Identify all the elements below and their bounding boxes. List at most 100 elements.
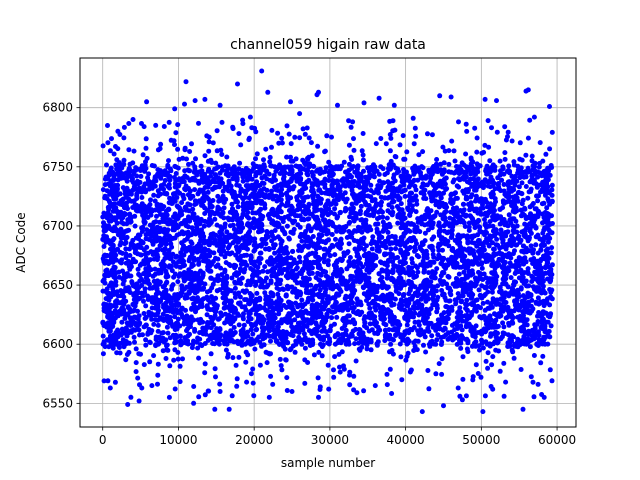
- data-point: [256, 208, 262, 214]
- data-point: [480, 345, 486, 351]
- data-point: [497, 368, 503, 374]
- data-point: [117, 350, 123, 356]
- data-point: [406, 178, 412, 184]
- data-point: [520, 293, 526, 299]
- data-point: [518, 367, 524, 372]
- data-point: [422, 278, 428, 284]
- data-point: [483, 358, 489, 364]
- data-point: [220, 188, 226, 194]
- data-point: [275, 188, 281, 193]
- data-point: [245, 278, 251, 284]
- data-point: [423, 349, 429, 355]
- data-point: [175, 146, 181, 152]
- data-point: [425, 325, 431, 331]
- data-point: [533, 169, 539, 174]
- data-point: [314, 201, 320, 207]
- data-point: [359, 148, 365, 154]
- data-point: [269, 233, 275, 239]
- data-point: [136, 313, 142, 319]
- data-point: [139, 195, 145, 200]
- data-point: [196, 355, 202, 361]
- data-point: [464, 128, 470, 134]
- data-point: [229, 275, 235, 281]
- data-point: [299, 313, 305, 319]
- data-point: [244, 252, 250, 258]
- data-point: [311, 292, 316, 298]
- data-point: [533, 234, 539, 240]
- data-point: [284, 388, 290, 393]
- data-point: [358, 203, 364, 209]
- data-point: [107, 148, 113, 154]
- data-point: [527, 310, 533, 316]
- data-point: [172, 314, 178, 320]
- data-point: [507, 168, 513, 174]
- data-point: [166, 207, 172, 213]
- data-point: [132, 339, 137, 345]
- data-point: [260, 336, 266, 342]
- data-point: [518, 286, 524, 292]
- data-point: [173, 130, 179, 136]
- data-point: [454, 183, 460, 189]
- data-point: [469, 310, 475, 316]
- data-point: [275, 130, 281, 136]
- data-point: [137, 332, 142, 338]
- data-point: [236, 131, 242, 137]
- data-point: [530, 379, 536, 385]
- data-point: [520, 274, 526, 280]
- data-point: [346, 142, 352, 148]
- data-point: [439, 371, 445, 377]
- data-point: [383, 244, 389, 250]
- data-point: [441, 190, 446, 196]
- data-point: [184, 156, 189, 162]
- data-point: [335, 214, 341, 220]
- data-point: [316, 349, 322, 355]
- data-point: [100, 187, 106, 193]
- data-point: [465, 338, 471, 344]
- data-point: [431, 259, 437, 265]
- data-point: [163, 356, 169, 361]
- data-point: [261, 342, 267, 348]
- data-point: [142, 219, 148, 225]
- data-point: [477, 347, 482, 353]
- data-point: [375, 330, 381, 336]
- data-point: [517, 239, 523, 245]
- data-point: [419, 240, 425, 246]
- data-point: [284, 375, 290, 381]
- data-point: [309, 169, 315, 175]
- data-point: [346, 220, 352, 226]
- data-point: [186, 161, 191, 167]
- data-point: [474, 149, 480, 155]
- data-point: [206, 139, 212, 145]
- data-point: [535, 313, 540, 319]
- data-point: [408, 310, 414, 315]
- data-point: [496, 184, 502, 190]
- data-point: [286, 236, 292, 242]
- data-point: [315, 143, 321, 149]
- data-point: [398, 201, 404, 207]
- data-point: [177, 264, 183, 270]
- data-point: [426, 270, 432, 276]
- data-point: [236, 290, 242, 296]
- data-point: [153, 291, 159, 297]
- data-point: [148, 212, 154, 218]
- data-point: [139, 121, 144, 126]
- data-point: [344, 320, 350, 325]
- data-point: [455, 291, 461, 297]
- data-point: [104, 162, 109, 168]
- data-point: [387, 148, 393, 154]
- data-point: [413, 209, 419, 215]
- data-point: [353, 358, 359, 364]
- data-point: [456, 119, 461, 125]
- data-point: [204, 312, 210, 318]
- data-point: [478, 374, 484, 380]
- data-point: [496, 301, 502, 307]
- data-point: [549, 245, 555, 251]
- data-point: [323, 165, 329, 171]
- data-point: [511, 355, 517, 361]
- data-point: [388, 158, 394, 164]
- data-point: [508, 275, 514, 281]
- data-point: [114, 166, 120, 172]
- data-point: [244, 214, 250, 220]
- data-point: [192, 187, 198, 193]
